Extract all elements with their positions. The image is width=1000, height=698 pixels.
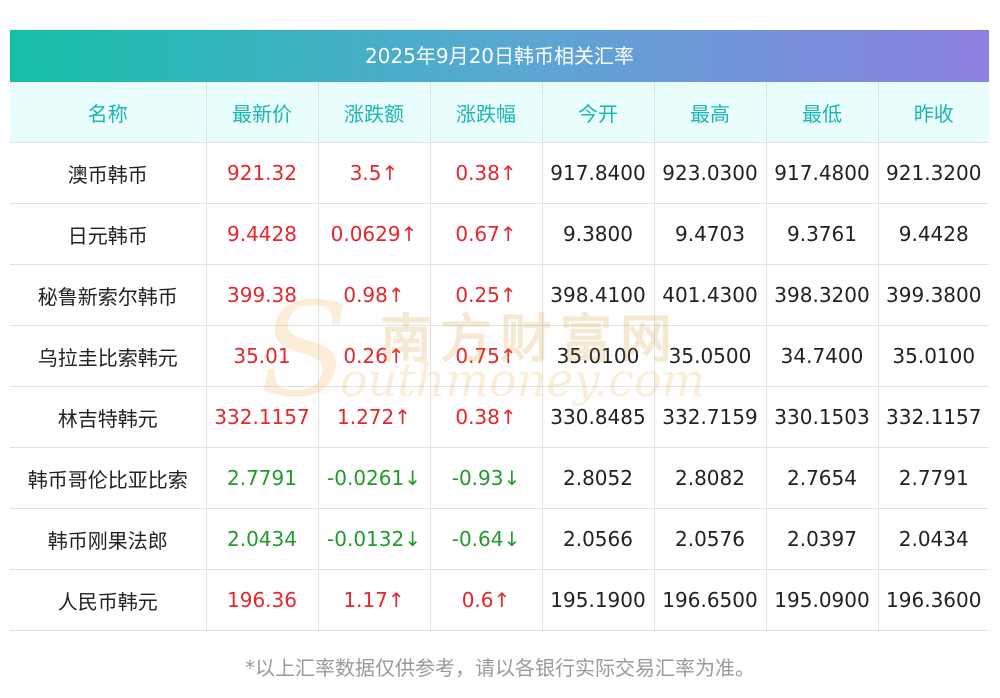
cell-latest: 2.7791	[206, 447, 319, 509]
cell-high: 401.4300	[654, 264, 767, 326]
cell-high: 196.6500	[654, 569, 767, 631]
cell-latest: 921.32	[206, 142, 319, 204]
cell-latest: 9.4428	[206, 203, 319, 265]
cell-name: 澳币韩币	[10, 142, 207, 204]
table-row: 澳币韩币 921.32 3.5↑ 0.38↑ 917.8400 923.0300 917.4…	[10, 142, 989, 204]
table-title: 2025年9月20日韩币相关汇率	[10, 30, 989, 82]
cell-prev-close: 196.3600	[878, 569, 989, 631]
header-change-pct: 涨跌幅	[430, 82, 543, 143]
cell-low: 34.7400	[766, 325, 879, 387]
cell-prev-close: 2.7791	[878, 447, 989, 509]
cell-change: 1.272↑	[318, 386, 431, 448]
cell-high: 35.0500	[654, 325, 767, 387]
table-row: 乌拉圭比索韩元 35.01 0.26↑ 0.75↑ 35.0100 35.0500 34.7…	[10, 325, 989, 387]
cell-open: 35.0100	[542, 325, 655, 387]
header-row: 名称 最新价 涨跌额 涨跌幅 今开 最高 最低 昨收	[10, 82, 989, 143]
cell-latest: 35.01	[206, 325, 319, 387]
cell-low: 2.0397	[766, 508, 879, 570]
cell-name: 韩币刚果法郎	[10, 508, 207, 570]
cell-change: 0.0629↑	[318, 203, 431, 265]
cell-change-pct: -0.93↓	[430, 447, 543, 509]
header-high: 最高	[654, 82, 767, 143]
cell-prev-close: 399.3800	[878, 264, 989, 326]
cell-change-pct: -0.64↓	[430, 508, 543, 570]
header-change: 涨跌额	[318, 82, 431, 143]
table-row: 韩币哥伦比亚比索 2.7791 -0.0261↓ -0.93↓ 2.8052 2.8082…	[10, 447, 989, 509]
disclaimer: *以上汇率数据仅供参考，请以各银行实际交易汇率为准。	[245, 656, 755, 680]
cell-change: 3.5↑	[318, 142, 431, 204]
table-row: 韩币刚果法郎 2.0434 -0.0132↓ -0.64↓ 2.0566 2.0576 2.…	[10, 508, 989, 570]
cell-name: 韩币哥伦比亚比索	[10, 447, 207, 509]
cell-prev-close: 9.4428	[878, 203, 989, 265]
cell-high: 2.8082	[654, 447, 767, 509]
cell-change-pct: 0.6↑	[430, 569, 543, 631]
cell-name: 林吉特韩元	[10, 386, 207, 448]
cell-prev-close: 35.0100	[878, 325, 989, 387]
header-name: 名称	[10, 82, 207, 143]
cell-open: 917.8400	[542, 142, 655, 204]
cell-latest: 196.36	[206, 569, 319, 631]
cell-change: 0.26↑	[318, 325, 431, 387]
cell-low: 917.4800	[766, 142, 879, 204]
cell-open: 9.3800	[542, 203, 655, 265]
cell-change-pct: 0.38↑	[430, 386, 543, 448]
cell-open: 398.4100	[542, 264, 655, 326]
header-prev-close: 昨收	[878, 82, 989, 143]
cell-name: 乌拉圭比索韩元	[10, 325, 207, 387]
cell-open: 195.1900	[542, 569, 655, 631]
cell-change: 1.17↑	[318, 569, 431, 631]
cell-change-pct: 0.38↑	[430, 142, 543, 204]
cell-high: 9.4703	[654, 203, 767, 265]
cell-prev-close: 332.1157	[878, 386, 989, 448]
table-row: 秘鲁新索尔韩币 399.38 0.98↑ 0.25↑ 398.4100 401.4300 3…	[10, 264, 989, 326]
cell-change-pct: 0.75↑	[430, 325, 543, 387]
cell-change-pct: 0.25↑	[430, 264, 543, 326]
cell-high: 923.0300	[654, 142, 767, 204]
header-open: 今开	[542, 82, 655, 143]
cell-change: -0.0132↓	[318, 508, 431, 570]
cell-low: 330.1503	[766, 386, 879, 448]
rates-panel: 2025年9月20日韩币相关汇率 名称 最新价 涨跌额 涨跌幅 今开 最高 最低…	[10, 30, 989, 631]
cell-name: 人民币韩元	[10, 569, 207, 631]
exchange-rate-table: 名称 最新价 涨跌额 涨跌幅 今开 最高 最低 昨收 澳币韩币 921.32 3.5…	[10, 82, 989, 631]
cell-open: 2.8052	[542, 447, 655, 509]
cell-name: 日元韩币	[10, 203, 207, 265]
cell-change-pct: 0.67↑	[430, 203, 543, 265]
cell-prev-close: 921.3200	[878, 142, 989, 204]
cell-latest: 399.38	[206, 264, 319, 326]
table-row: 人民币韩元 196.36 1.17↑ 0.6↑ 195.1900 196.6500 195.…	[10, 569, 989, 631]
cell-change: -0.0261↓	[318, 447, 431, 509]
cell-low: 398.3200	[766, 264, 879, 326]
table-row: 日元韩币 9.4428 0.0629↑ 0.67↑ 9.3800 9.4703 9.3761…	[10, 203, 989, 265]
cell-latest: 2.0434	[206, 508, 319, 570]
cell-low: 2.7654	[766, 447, 879, 509]
cell-high: 2.0576	[654, 508, 767, 570]
cell-latest: 332.1157	[206, 386, 319, 448]
cell-low: 195.0900	[766, 569, 879, 631]
cell-high: 332.7159	[654, 386, 767, 448]
cell-open: 330.8485	[542, 386, 655, 448]
table-row: 林吉特韩元 332.1157 1.272↑ 0.38↑ 330.8485 332.7159…	[10, 386, 989, 448]
cell-low: 9.3761	[766, 203, 879, 265]
cell-change: 0.98↑	[318, 264, 431, 326]
cell-prev-close: 2.0434	[878, 508, 989, 570]
header-latest: 最新价	[206, 82, 319, 143]
cell-open: 2.0566	[542, 508, 655, 570]
header-low: 最低	[766, 82, 879, 143]
cell-name: 秘鲁新索尔韩币	[10, 264, 207, 326]
